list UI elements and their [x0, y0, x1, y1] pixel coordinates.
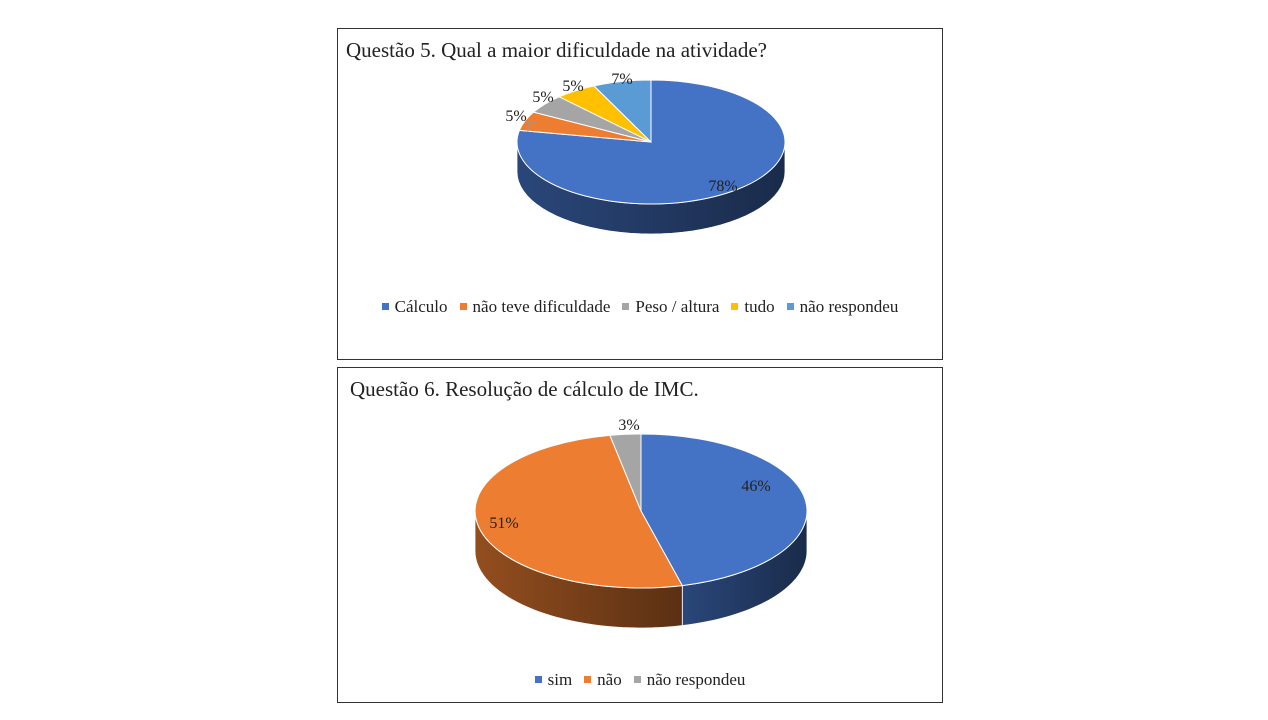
legend-item-peso-altura: Peso / altura: [622, 297, 719, 317]
legend-swatch: [731, 302, 739, 310]
data-labels: 78% 5% 5% 5% 7%: [505, 71, 737, 195]
legend-item-calculo: Cálculo: [381, 297, 448, 317]
legend-swatch: [459, 302, 467, 310]
pie-slice-sim: [640, 433, 808, 587]
leader-line: [527, 121, 538, 132]
chart-legend: Cálculo não teve dificuldade Peso / altura…: [338, 297, 942, 317]
data-label-nao-teve-dificuldade: 5%: [505, 108, 526, 125]
legend-item-nao: não: [584, 670, 622, 690]
pie-slices: [516, 79, 786, 205]
legend-swatch: [633, 675, 641, 683]
chart-panel-questao-5: Questão 5. Qual a maior dificuldade na a…: [337, 28, 943, 360]
data-labels: 46% 51% 3%: [489, 417, 770, 532]
data-label-tudo: 5%: [562, 78, 583, 95]
legend-item-tudo: tudo: [731, 297, 775, 317]
legend-label: não: [597, 670, 622, 689]
data-label-nao-respondeu: 7%: [611, 71, 632, 88]
pie-slice-nao: [474, 434, 684, 589]
legend-label: não respondeu: [799, 297, 899, 316]
legend-label: tudo: [744, 297, 775, 316]
pie-slice-nao-respondeu: [609, 433, 642, 512]
legend-item-nao-respondeu: não respondeu: [633, 670, 746, 690]
legend-item-nao-teve-dificuldade: não teve dificuldade: [459, 297, 611, 317]
legend-swatch: [534, 675, 542, 683]
legend-label: não respondeu: [646, 670, 746, 689]
legend-item-nao-respondeu: não respondeu: [786, 297, 899, 317]
pie-slice-nao-respondeu: [592, 79, 652, 144]
legend-item-sim: sim: [534, 670, 573, 690]
pie-chart-questao-5: 78% 5% 5% 5% 7%: [505, 71, 786, 235]
chart-legend: sim não não respondeu: [338, 670, 942, 690]
legend-label: não teve dificuldade: [472, 297, 611, 316]
legend-label: Cálculo: [394, 297, 448, 316]
legend-swatch: [584, 675, 592, 683]
chart-panel-questao-6: Questão 6. Resolução de cálculo de IMC. …: [337, 367, 943, 703]
data-label-peso-altura: 5%: [532, 89, 553, 106]
legend-swatch: [381, 302, 389, 310]
chart-title: Questão 5. Qual a maior dificuldade na a…: [346, 38, 768, 62]
pie-slices: [474, 433, 808, 589]
data-label-sim: 46%: [741, 478, 770, 495]
pie-chart-questao-6: 46% 51% 3%: [474, 417, 808, 629]
legend-label: sim: [547, 670, 573, 689]
legend-swatch: [786, 302, 794, 310]
legend-swatch: [622, 302, 630, 310]
data-label-nao-respondeu: 3%: [618, 417, 639, 434]
data-label-nao: 51%: [489, 515, 518, 532]
data-label-calculo: 78%: [708, 178, 737, 195]
chart-title: Questão 6. Resolução de cálculo de IMC.: [350, 377, 699, 401]
legend-label: Peso / altura: [635, 297, 720, 316]
